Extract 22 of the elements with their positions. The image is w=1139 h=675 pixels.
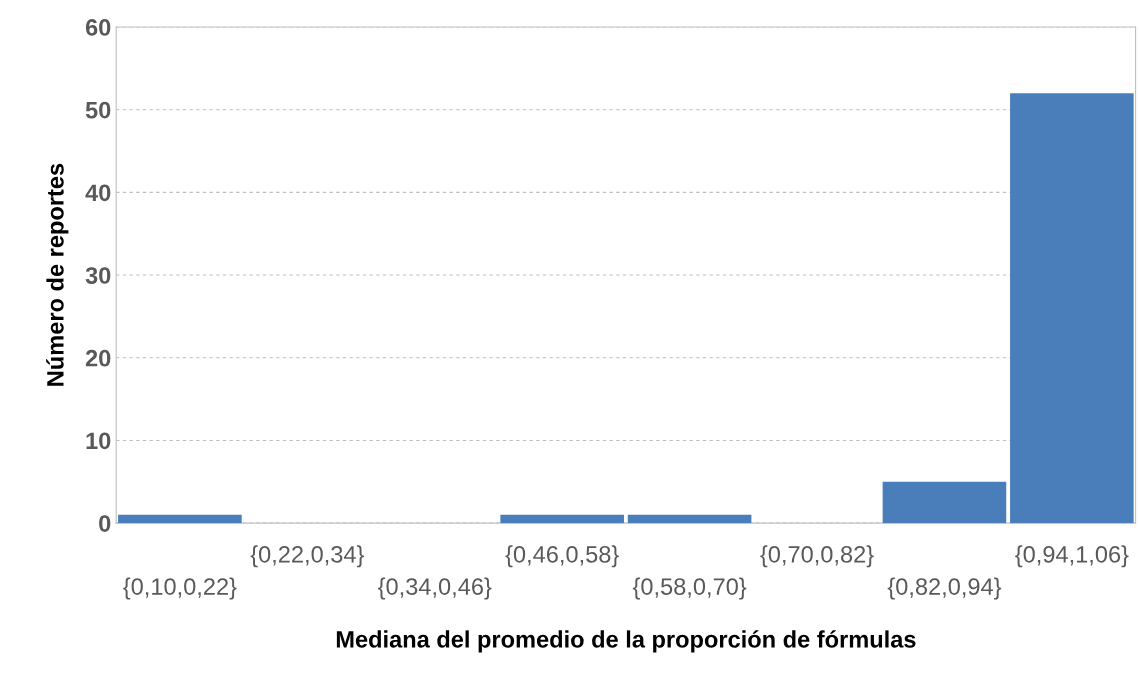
- y-tick-label: 50: [85, 101, 111, 119]
- x-tick-label: {0,10,0,22}: [123, 577, 237, 600]
- x-tick-label: {0,70,0,82}: [760, 545, 874, 568]
- bar: [500, 514, 624, 524]
- bar: [118, 514, 242, 524]
- y-tick-label: 10: [86, 432, 111, 450]
- y-tick-label: 20: [85, 349, 111, 367]
- x-tick-label: {0,22,0,34}: [250, 545, 365, 568]
- y-tick-label: 30: [85, 267, 111, 284]
- y-tick-label: 0: [99, 515, 111, 532]
- y-tick-label: 60: [85, 19, 111, 36]
- bar: [627, 514, 752, 524]
- x-tick-label: {0,46,0,58}: [505, 545, 619, 568]
- x-tick-label: {0,58,0,70}: [632, 577, 747, 600]
- x-tick-label: {0,82,0,94}: [887, 577, 1002, 600]
- x-tick-label: {0,94,1,06}: [1015, 545, 1129, 568]
- y-tick-label: 40: [85, 184, 111, 202]
- y-axis-title: Número de reportes: [46, 163, 69, 386]
- bar: [882, 481, 1007, 524]
- bar: [1010, 93, 1134, 524]
- x-tick-label: {0,34,0,46}: [378, 577, 492, 600]
- x-axis-title: Mediana del promedio de la proporción de fórmulas: [336, 630, 916, 653]
